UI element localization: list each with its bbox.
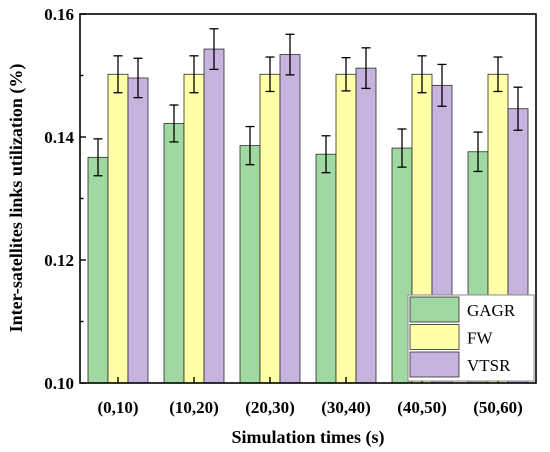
error-bar xyxy=(189,55,199,94)
error-bar xyxy=(169,104,179,143)
error-bar xyxy=(493,56,503,93)
error-bar xyxy=(245,125,255,166)
bar-gagr xyxy=(163,123,185,384)
error-bar xyxy=(209,28,219,70)
y-tick-label: 0.16 xyxy=(44,5,74,24)
error-bar xyxy=(265,56,275,93)
legend-label-gagr: GAGR xyxy=(467,301,516,320)
error-bar xyxy=(321,135,331,174)
bar-vtsr xyxy=(203,48,225,384)
error-bar xyxy=(285,33,295,76)
error-bar xyxy=(361,47,371,90)
legend-swatch-vtsr xyxy=(409,351,460,378)
bar-fw xyxy=(183,73,205,384)
bar-fw xyxy=(107,73,129,384)
y-tick-label: 0.14 xyxy=(44,128,74,147)
x-tick-label: (0,10) xyxy=(97,398,138,417)
bar-vtsr xyxy=(279,54,301,384)
x-tick-label: (40,50) xyxy=(397,398,447,417)
y-axis: 0.10 0.12 0.14 0.16 xyxy=(44,5,86,393)
error-bar xyxy=(437,63,447,107)
error-bar xyxy=(473,131,483,173)
y-axis-title: Inter-satellites links utilization (%) xyxy=(6,64,27,333)
x-tick-label: (30,40) xyxy=(321,398,371,417)
bar-gagr xyxy=(87,156,109,384)
x-axis-title: Simulation times (s) xyxy=(232,427,385,448)
x-tick-label: (10,20) xyxy=(169,398,219,417)
y-tick-label: 0.12 xyxy=(44,251,74,270)
legend-swatch-fw xyxy=(409,324,460,350)
error-bar xyxy=(133,57,143,99)
error-bar xyxy=(417,55,427,94)
legend-label-fw: FW xyxy=(467,329,493,348)
x-tick-label: (50,60) xyxy=(473,398,523,417)
legend: GAGR FW VTSR xyxy=(407,294,535,382)
error-bar xyxy=(113,55,123,94)
x-axis: (0,10) (10,20) (20,30) (30,40) (40,50) (50,60… xyxy=(97,377,523,417)
error-bar xyxy=(341,57,351,92)
bar-fw xyxy=(259,73,281,384)
error-bar xyxy=(397,128,407,168)
x-tick-label: (20,30) xyxy=(245,398,295,417)
bar-vtsr xyxy=(355,67,377,384)
error-bar xyxy=(93,138,103,177)
bars-layer xyxy=(87,48,529,384)
bar-gagr xyxy=(239,145,261,384)
error-bars-layer xyxy=(93,28,523,177)
error-bar xyxy=(513,86,523,131)
y-tick-label: 0.10 xyxy=(44,374,74,393)
legend-swatch-gagr xyxy=(409,296,460,323)
bar-vtsr xyxy=(127,77,149,384)
bar-fw xyxy=(335,73,357,384)
legend-label-vtsr: VTSR xyxy=(467,356,511,375)
bar-gagr xyxy=(315,153,337,384)
